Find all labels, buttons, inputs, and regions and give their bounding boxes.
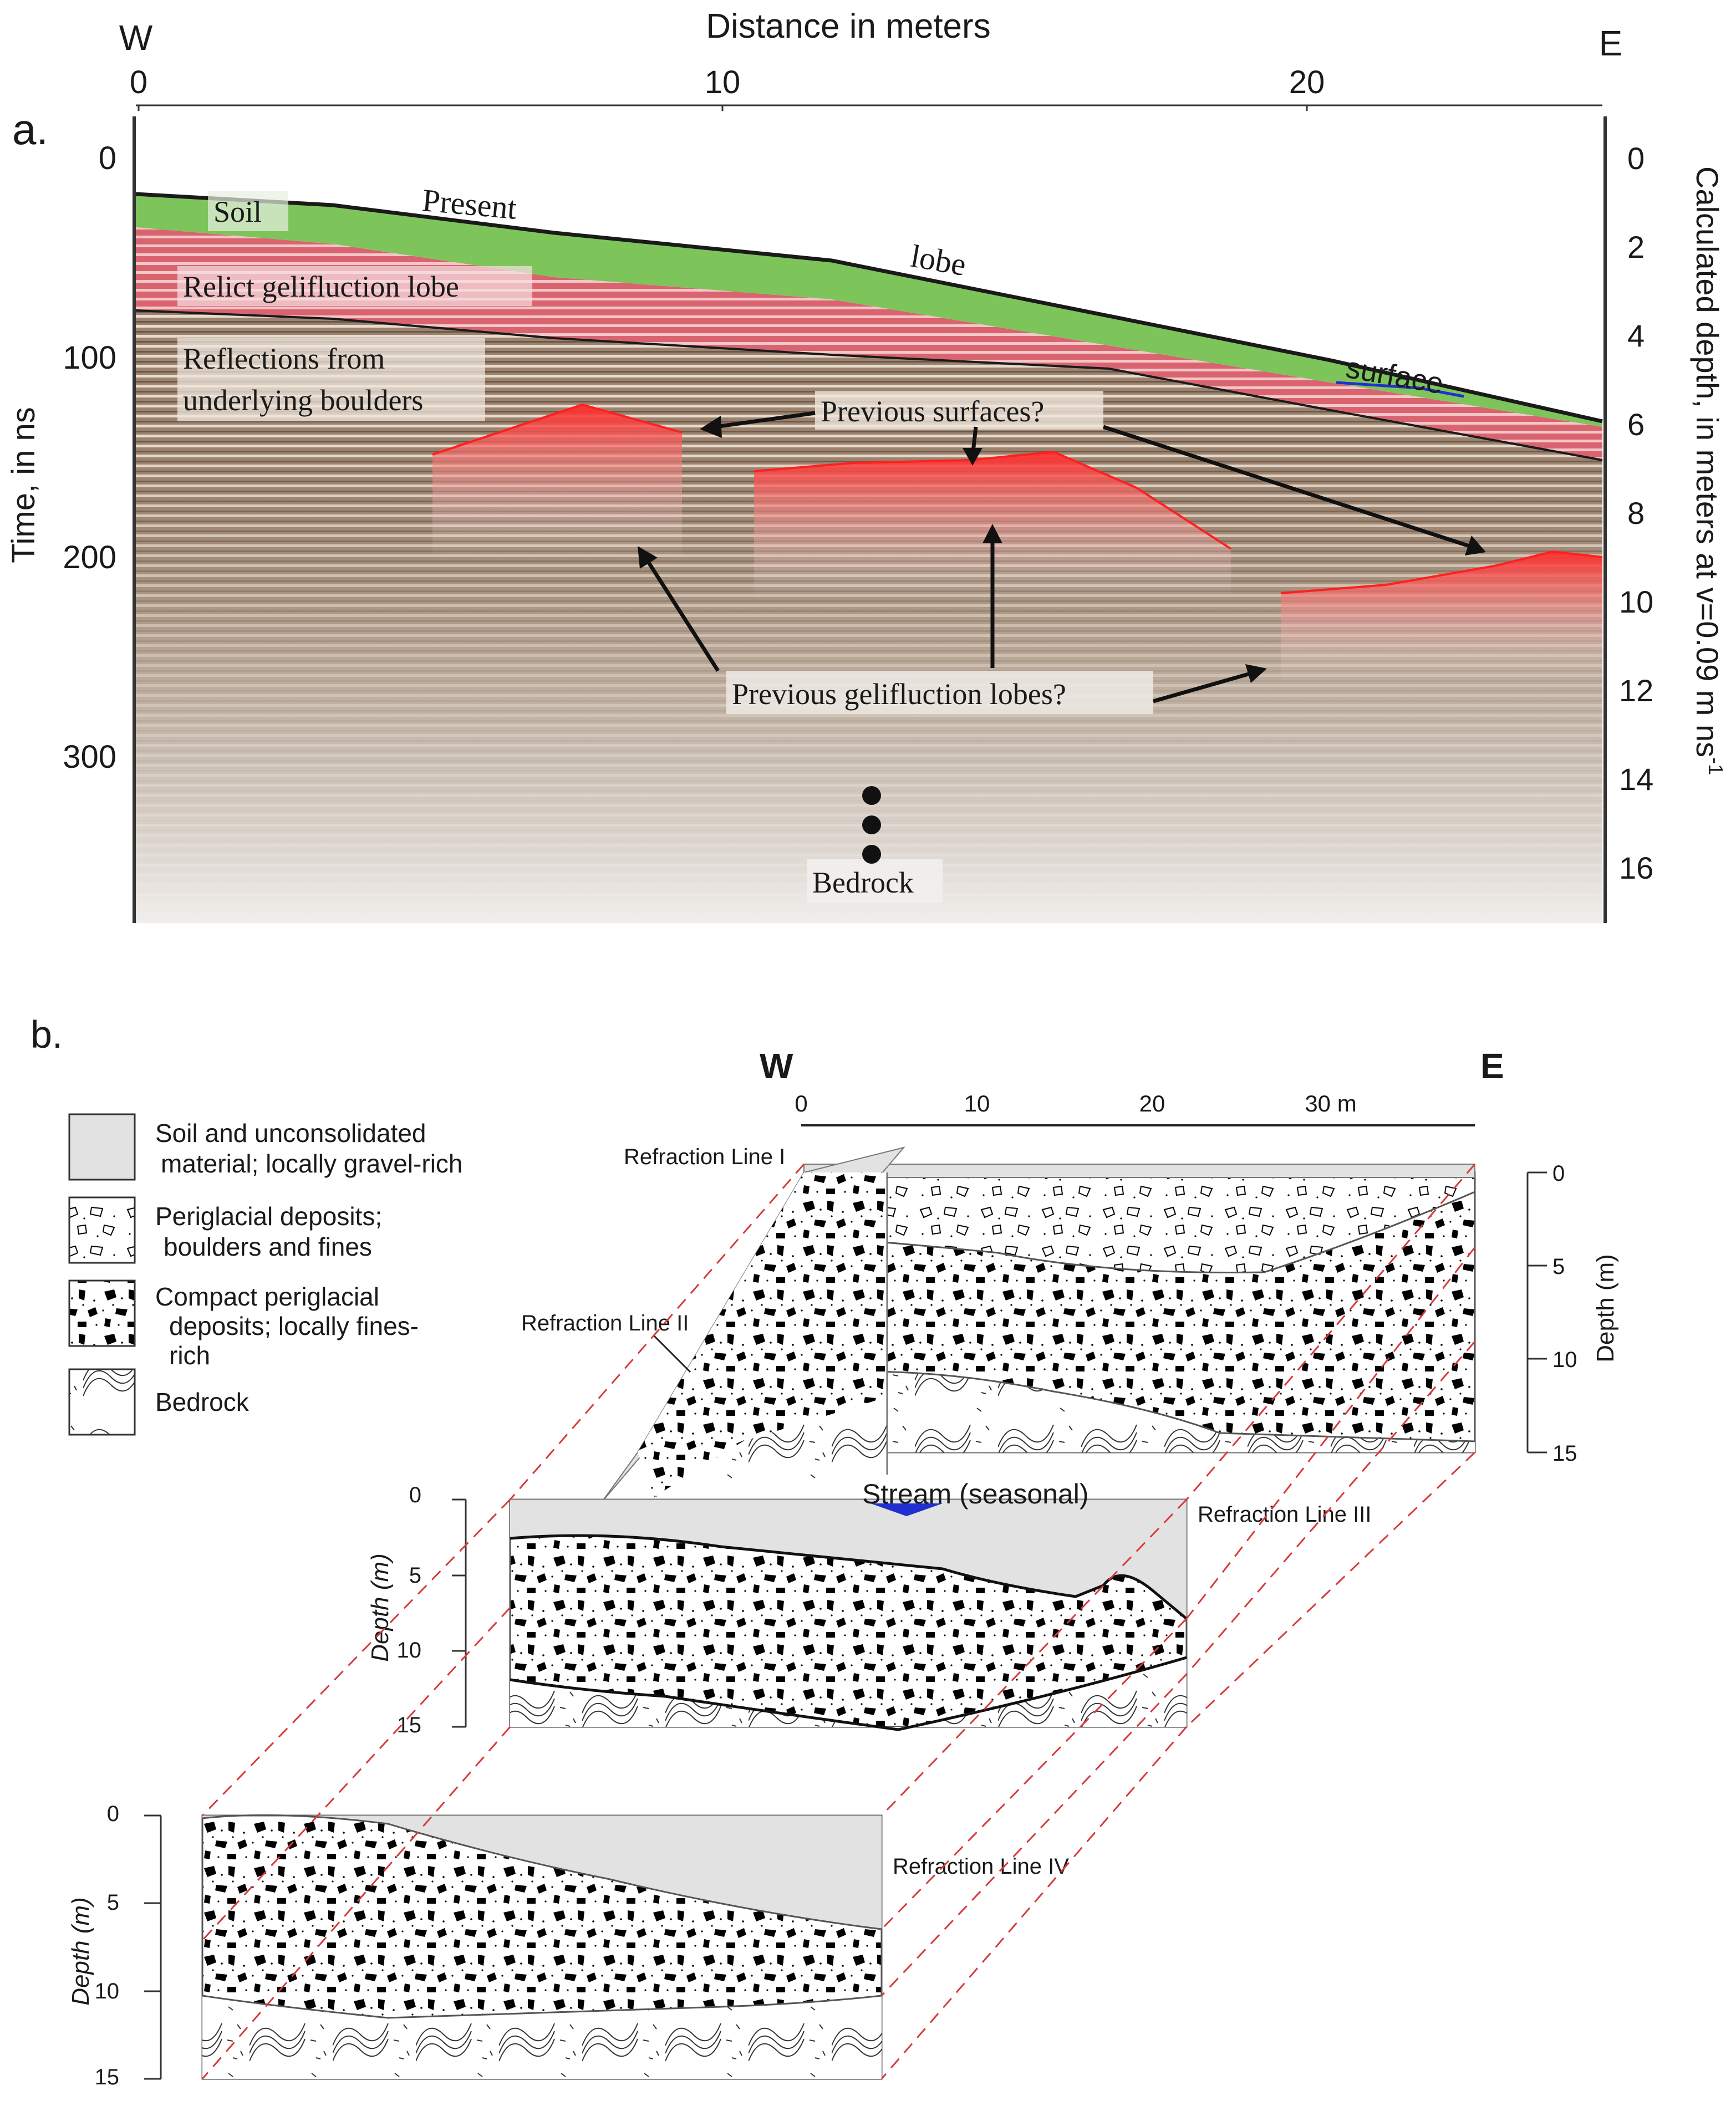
layer-labels: Soil Relict gelifluction lobe Reflection…: [177, 191, 532, 421]
label-reflections-2: underlying boulders: [183, 384, 423, 417]
scale-tick-30: 30 m: [1305, 1090, 1356, 1116]
mid-depth-title: Depth (m): [366, 1553, 394, 1662]
legend-swatch-periglacial: [68, 1196, 136, 1264]
panel-b: b. Soil and unconsolidated material; loc…: [30, 1013, 1619, 2089]
east-label-a: E: [1599, 23, 1623, 63]
y-tick-200: 200: [63, 539, 116, 575]
legend-compact-2: deposits; locally fines-: [169, 1312, 419, 1340]
stream-label: Stream (seasonal): [862, 1478, 1089, 1510]
label-reflections-1: Reflections from: [183, 342, 385, 375]
scale-tick-20: 20: [1139, 1090, 1165, 1116]
legend-peri-1: Periglacial deposits;: [155, 1202, 382, 1231]
legend-swatch-soil: [68, 1113, 136, 1181]
depth-axis-middle: [452, 1498, 467, 1728]
svg-text:Calculated depth, in meters at: Calculated depth, in meters at v=0.09 m …: [1690, 166, 1727, 775]
panel-a: a. W E Distance in meters 0 10 20 0 100 …: [6, 7, 1727, 923]
back-depth-0: 0: [1552, 1161, 1565, 1186]
callout-bedrock: Bedrock: [812, 866, 914, 899]
refraction-line-i: Refraction Line I: [624, 1145, 785, 1169]
surface-blue-mark: [1336, 381, 1464, 398]
legend-soil-1: Soil and unconsolidated: [155, 1119, 426, 1148]
y-tick-0: 0: [99, 140, 116, 176]
present-surface-line: [135, 192, 1603, 424]
back-depth-15: 15: [1552, 1441, 1577, 1466]
callout-previous-lobes: Previous gelifluction lobes?: [732, 677, 1066, 711]
label-present: Present: [421, 182, 518, 226]
mid-depth-10: 10: [397, 1638, 422, 1663]
refraction-line-iv-section: [201, 1814, 883, 2080]
bedrock-dots: [862, 786, 881, 864]
back-depth-title: Depth (m): [1592, 1254, 1619, 1363]
y-axis-left-title: Time, in ns: [6, 407, 42, 563]
refraction-line-i-section: [803, 1164, 1476, 1454]
x-tick-0: 0: [130, 64, 147, 100]
callout-arrows: [638, 411, 1486, 703]
depth-tick-6: 6: [1627, 407, 1645, 442]
legend-compact-1: Compact periglacial: [155, 1282, 379, 1311]
refraction-line-iii-section: [509, 1498, 1188, 1731]
west-label-b: W: [760, 1046, 793, 1086]
legend-compact-3: rich: [169, 1341, 210, 1370]
stream-channel: [870, 1503, 943, 1516]
legend-swatch-bedrock: [68, 1368, 136, 1436]
front-depth-title: Depth (m): [67, 1897, 94, 2006]
y-tick-300: 300: [63, 739, 116, 775]
front-depth-10: 10: [95, 1979, 120, 2003]
legend-swatch-compact: [68, 1279, 136, 1347]
label-soil: Soil: [213, 195, 262, 228]
line-ii-leader: [653, 1335, 691, 1373]
depth-tick-2: 2: [1627, 230, 1645, 264]
callout-previous-surfaces: Previous surfaces?: [821, 395, 1044, 428]
panel-a-label: a.: [12, 105, 48, 154]
west-label-a: W: [119, 18, 153, 58]
depth-tick-14: 14: [1619, 762, 1653, 797]
back-depth-5: 5: [1552, 1255, 1565, 1279]
lobe-base-line: [135, 309, 1603, 461]
depth-tick-12: 12: [1619, 673, 1653, 708]
east-label-b: E: [1480, 1046, 1504, 1086]
front-depth-0: 0: [107, 1802, 119, 1826]
previous-lobe-1: [432, 405, 682, 560]
legend-peri-2: boulders and fines: [164, 1232, 372, 1261]
x-axis-title: Distance in meters: [706, 7, 990, 45]
depth-tick-0: 0: [1627, 141, 1645, 176]
panel-b-label: b.: [30, 1013, 63, 1056]
front-depth-15: 15: [95, 2065, 120, 2089]
legend: Soil and unconsolidated material; locall…: [68, 1113, 463, 1436]
refraction-line-iii: Refraction Line III: [1198, 1502, 1372, 1527]
scale-tick-10: 10: [964, 1090, 990, 1116]
previous-lobe-3: [1281, 552, 1602, 682]
depth-axis-back: [1526, 1171, 1547, 1454]
depth-tick-4: 4: [1627, 318, 1645, 353]
refraction-line-iv: Refraction Line IV: [893, 1854, 1069, 1879]
refraction-line-ii: Refraction Line II: [521, 1311, 689, 1335]
y-tick-100: 100: [63, 340, 116, 376]
depth-tick-8: 8: [1627, 496, 1645, 531]
front-depth-5: 5: [107, 1890, 119, 1915]
legend-soil-2: material; locally gravel-rich: [161, 1149, 463, 1178]
mid-depth-5: 5: [409, 1563, 421, 1588]
depth-tick-16: 16: [1619, 850, 1653, 885]
back-depth-10: 10: [1552, 1348, 1577, 1372]
scale-tick-0: 0: [795, 1090, 807, 1116]
y-axis-right-title: Calculated depth, in meters at v=0.09 m …: [1690, 166, 1727, 775]
depth-axis-front: [144, 1814, 162, 2080]
mid-depth-0: 0: [409, 1483, 421, 1507]
x-tick-10: 10: [705, 64, 741, 100]
connector-lines: [201, 1164, 1476, 2079]
legend-bedrock: Bedrock: [155, 1388, 250, 1416]
depth-tick-10: 10: [1619, 584, 1653, 619]
refraction-line-ii-section: [601, 1146, 905, 1503]
label-relict-lobe: Relict gelifluction lobe: [183, 270, 459, 303]
x-tick-20: 20: [1289, 64, 1325, 100]
soil-layer: [136, 194, 1602, 427]
